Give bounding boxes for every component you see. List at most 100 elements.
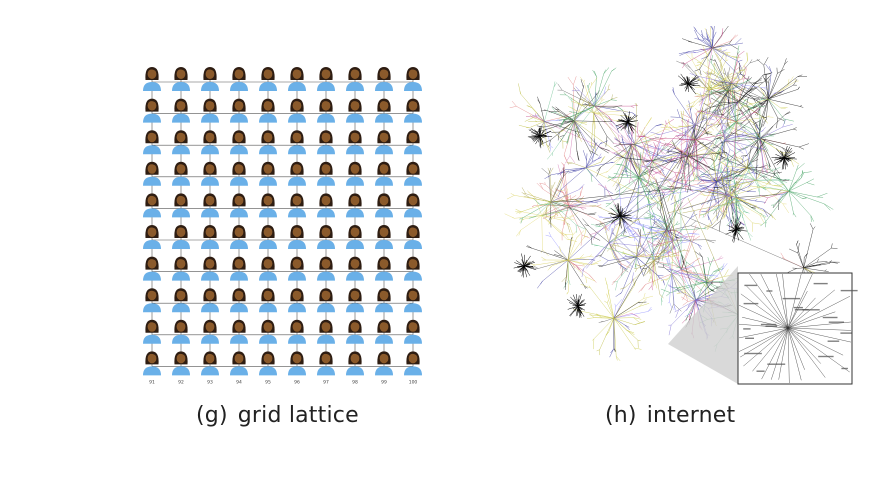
node-label-mark	[743, 328, 751, 330]
person-icon	[230, 351, 248, 376]
person-icon	[404, 256, 422, 281]
person-icon	[288, 193, 306, 218]
column-label: 91	[149, 379, 155, 384]
person-icon	[259, 193, 277, 218]
person-icon	[317, 193, 335, 218]
person-icon	[317, 130, 335, 155]
node-label-mark	[840, 289, 858, 292]
person-icon	[230, 67, 248, 91]
person-icon	[143, 256, 161, 281]
node-label-mark	[745, 337, 754, 339]
column-label: 95	[265, 379, 271, 384]
person-icon	[346, 67, 364, 91]
node-label-mark	[782, 297, 801, 300]
grid-lattice-svg: 91 92 93 94 95 96 97 98 99 100	[143, 67, 422, 384]
person-icon	[172, 67, 190, 91]
person-icon	[172, 130, 190, 155]
column-label: 97	[323, 379, 329, 384]
person-icon	[201, 193, 219, 218]
person-icon	[201, 319, 219, 344]
node-label-mark	[827, 340, 840, 342]
hub-node	[677, 73, 701, 95]
person-icon	[404, 193, 422, 218]
node-label-mark	[802, 309, 820, 311]
person-icon	[346, 319, 364, 344]
person-icon	[288, 288, 306, 313]
person-icon	[230, 319, 248, 344]
lattice-nodes	[143, 67, 422, 376]
person-icon	[259, 161, 277, 186]
person-icon	[375, 130, 393, 155]
person-icon	[172, 288, 190, 313]
column-label: 93	[207, 379, 213, 384]
person-icon	[172, 193, 190, 218]
person-icon	[346, 288, 364, 313]
caption-label: (h)	[605, 403, 637, 428]
node-label-mark	[765, 325, 778, 327]
person-icon	[317, 67, 335, 91]
person-icon	[375, 67, 393, 91]
person-icon	[346, 161, 364, 186]
person-icon	[201, 67, 219, 91]
person-icon	[201, 351, 219, 376]
node-label-mark	[756, 370, 765, 372]
person-icon	[143, 161, 161, 186]
person-icon	[259, 319, 277, 344]
person-icon	[317, 98, 335, 123]
person-icon	[288, 161, 306, 186]
person-icon	[288, 67, 306, 91]
person-icon	[288, 98, 306, 123]
hub-node	[725, 218, 748, 243]
column-label: 96	[294, 379, 300, 384]
person-icon	[172, 225, 190, 249]
person-icon	[404, 67, 422, 91]
person-icon	[346, 193, 364, 218]
person-icon	[317, 256, 335, 281]
person-icon	[172, 319, 190, 344]
network-edges	[504, 26, 845, 362]
caption-grid-lattice: (g) grid lattice	[196, 403, 359, 428]
column-label: 98	[352, 379, 358, 384]
node-label-mark	[794, 309, 809, 311]
person-icon	[143, 193, 161, 218]
person-icon	[230, 161, 248, 186]
person-icon	[404, 130, 422, 155]
person-icon	[288, 351, 306, 376]
person-icon	[201, 161, 219, 186]
person-icon	[172, 256, 190, 281]
person-icon	[172, 351, 190, 376]
person-icon	[317, 225, 335, 249]
person-icon	[288, 319, 306, 344]
person-icon	[172, 161, 190, 186]
person-icon	[375, 319, 393, 344]
hub-node	[566, 293, 587, 318]
person-icon	[201, 225, 219, 249]
node-label-mark	[840, 332, 852, 334]
person-icon	[288, 130, 306, 155]
column-label: 94	[236, 379, 242, 384]
hub-node	[527, 127, 553, 149]
person-icon	[346, 130, 364, 155]
person-icon	[143, 319, 161, 344]
person-icon	[317, 161, 335, 186]
person-icon	[317, 351, 335, 376]
person-icon	[230, 256, 248, 281]
person-icon	[404, 288, 422, 313]
person-icon	[317, 319, 335, 344]
node-label-mark	[822, 316, 838, 319]
person-icon	[288, 256, 306, 281]
node-label-mark	[744, 284, 758, 287]
node-label-mark	[743, 302, 759, 305]
person-icon	[375, 225, 393, 249]
internet-map-figure	[492, 26, 858, 388]
grid-lattice-figure: 91 92 93 94 95 96 97 98 99 100	[138, 62, 430, 384]
caption-internet: (h) internet	[605, 403, 735, 428]
node-label-mark	[841, 367, 848, 370]
person-icon	[404, 98, 422, 123]
node-label-mark	[818, 355, 834, 358]
person-icon	[259, 351, 277, 376]
person-icon	[143, 351, 161, 376]
person-icon	[201, 256, 219, 281]
person-icon	[230, 193, 248, 218]
person-icon	[346, 351, 364, 376]
